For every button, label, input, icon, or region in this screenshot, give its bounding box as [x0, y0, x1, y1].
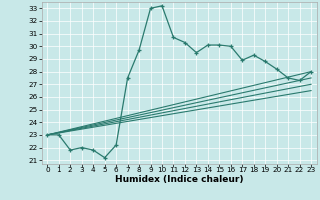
X-axis label: Humidex (Indice chaleur): Humidex (Indice chaleur) [115, 175, 244, 184]
